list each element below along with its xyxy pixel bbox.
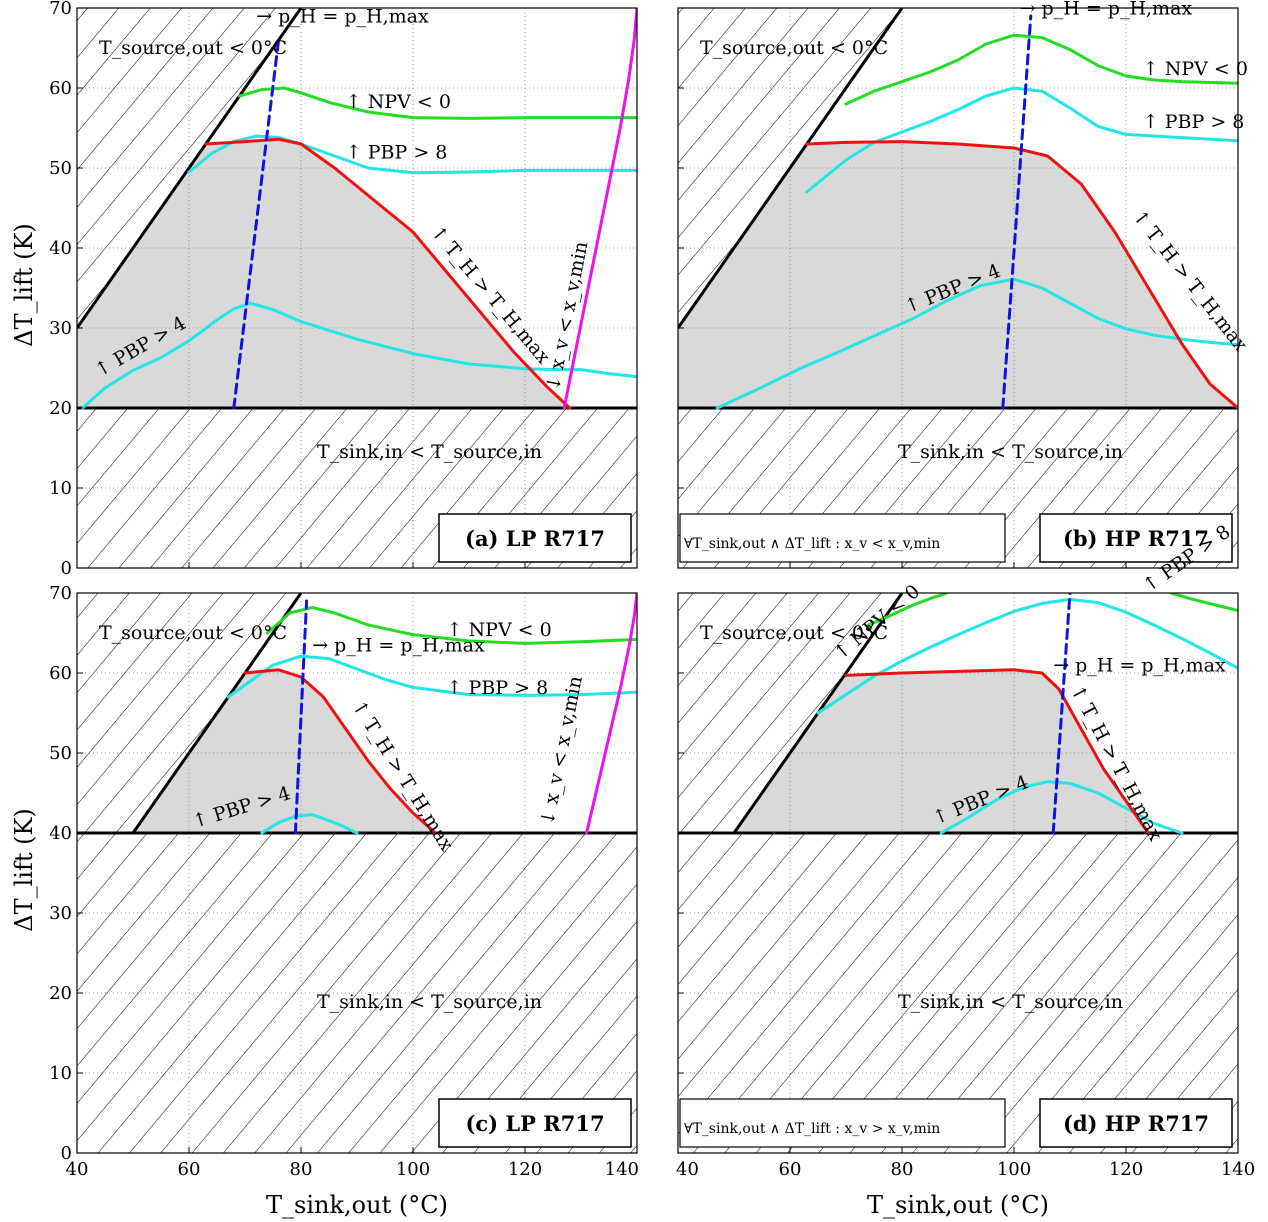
panel-title-box — [1039, 1098, 1233, 1148]
y-tick-label: 30 — [49, 903, 72, 924]
panel-b: T_source,out < 0°C T_sink,in < T_source,i… — [677, 0, 1252, 569]
series-thmax-line — [204, 137, 572, 410]
panel-title: (b) HP R717 — [1063, 526, 1209, 551]
series-xv-line — [562, 8, 637, 410]
x-tick-label: 60 — [178, 1159, 201, 1180]
plot-frame — [677, 592, 1239, 1154]
annotation-sink-in: T_sink,in < T_source,in — [898, 441, 1123, 463]
source-boundary-line — [77, 8, 303, 329]
series-pmax-line — [293, 599, 309, 835]
y-tick-label: 60 — [49, 663, 72, 684]
plot-frame — [76, 592, 638, 1154]
plot-frame — [677, 7, 1239, 569]
feasible-region — [133, 670, 436, 833]
x-tick-label: 100 — [997, 1159, 1031, 1180]
annotation-npv: ↑ NPV < 0 — [1143, 58, 1248, 80]
y-tick-label: 30 — [49, 318, 72, 339]
annotation-source-out: T_source,out < 0°C — [700, 37, 888, 59]
x-axis-title-left: T_sink,out (°C) — [266, 1191, 448, 1219]
annotation-npv: ↑ NPV < 0 — [346, 91, 451, 113]
series-pbp4-line — [939, 780, 1184, 835]
y-tick-label: 70 — [49, 0, 72, 19]
feasible-region — [734, 669, 1149, 833]
y-tick-label: 50 — [49, 743, 72, 764]
x-tick-label: 40 — [676, 1159, 699, 1180]
annotation-source-out: T_source,out < 0°C — [99, 622, 287, 644]
series-pbp8-line — [226, 654, 637, 699]
feasible-region — [77, 139, 570, 408]
note-text: ∀T_sink,out ∧ ΔT_lift : x_v > x_v,min — [684, 1121, 940, 1137]
source-boundary-line — [678, 8, 904, 329]
panel-title-box — [438, 1098, 632, 1148]
panel-title-box — [438, 513, 632, 563]
panel-title-box — [1039, 513, 1233, 563]
annotation-sink-in: T_sink,in < T_source,in — [898, 991, 1123, 1013]
panel-title: (c) LP R717 — [465, 1111, 604, 1136]
series-pmax-line — [1001, 14, 1033, 410]
annotation-source-out: T_source,out < 0°C — [700, 622, 888, 644]
annotation-pmax: → p_H = p_H,max — [256, 5, 429, 27]
x-tick-label: 140 — [605, 1159, 639, 1180]
note-box — [679, 1098, 1006, 1148]
y-tick-label: 70 — [49, 583, 72, 604]
annotation-pbp8: ↑ PBP > 8 — [447, 677, 549, 699]
y-axis-title-bottom: ΔT_lift (K) — [10, 808, 38, 932]
x-tick-label: 80 — [891, 1159, 914, 1180]
annotation-pbp8: ↑ PBP > 8 — [1143, 111, 1245, 133]
series-npv2-line — [1169, 593, 1238, 613]
annotation-pbp8: ↑ PBP > 8 — [346, 141, 448, 163]
y-tick-label: 0 — [61, 1143, 72, 1164]
y-tick-label: 10 — [49, 478, 72, 499]
plot-frame — [76, 7, 638, 569]
y-tick-label: 0 — [61, 558, 72, 579]
panel-title: (a) LP R717 — [465, 526, 605, 551]
panel-title: (d) HP R717 — [1063, 1111, 1209, 1136]
annotation-pmax: → p_H = p_H,max — [312, 634, 485, 656]
series-pbp8-line — [816, 597, 1238, 715]
annotation-source-out: T_source,out < 0°C — [99, 37, 287, 59]
series-thmax-line — [844, 668, 1150, 835]
series-npv-line — [866, 593, 949, 627]
series-pbp4-line — [715, 277, 1238, 410]
y-tick-label: 20 — [49, 398, 72, 419]
annotation-sink-in: T_sink,in < T_source,in — [317, 991, 542, 1013]
y-tick-label: 10 — [49, 1063, 72, 1084]
panel-d: 40 60 80 100 120 140 T_source,out < 0°C T_sink,… — [676, 521, 1255, 1180]
annotation-pmax: → p_H = p_H,max — [1053, 654, 1226, 676]
x-tick-label: 40 — [66, 1159, 89, 1180]
y-tick-label: 50 — [49, 158, 72, 179]
x-axis-title-right: T_sink,out (°C) — [867, 1191, 1049, 1219]
series-npv-line — [265, 605, 637, 645]
series-pbp4-line — [260, 813, 359, 835]
series-pmax-line — [1051, 593, 1072, 835]
source-boundary-line — [131, 593, 303, 834]
series-thmax-line — [805, 140, 1238, 410]
series-npv-line — [237, 86, 637, 120]
panel-c: 40 60 80 100 120 140 0 10 20 30 40 50 60 70 T_source,o… — [49, 583, 639, 1180]
annotation-sink-in: T_sink,in < T_source,in — [317, 441, 542, 463]
x-tick-label: 80 — [290, 1159, 313, 1180]
note-text: ∀T_sink,out ∧ ΔT_lift : x_v < x_v,min — [684, 536, 940, 552]
series-pbp4-line — [81, 301, 637, 410]
y-axis-title-top: ΔT_lift (K) — [10, 223, 38, 347]
y-tick-label: 60 — [49, 78, 72, 99]
series-pmax-line — [232, 38, 281, 410]
note-box — [679, 513, 1006, 563]
y-tick-label: 40 — [49, 823, 72, 844]
series-xv-line — [585, 593, 637, 835]
x-tick-label: 120 — [1109, 1159, 1143, 1180]
panel-a: 0 10 20 30 40 50 60 70 T_source,out < 0°C T_sink,… — [49, 0, 638, 579]
x-tick-label: 100 — [396, 1159, 430, 1180]
y-tick-label: 40 — [49, 238, 72, 259]
series-thmax-line — [243, 668, 437, 835]
x-tick-label: 60 — [779, 1159, 802, 1180]
x-tick-label: 120 — [508, 1159, 542, 1180]
annotation-npv: ↑ NPV < 0 — [447, 619, 552, 641]
x-tick-label: 140 — [1221, 1159, 1255, 1180]
annotation-pmax: → p_H = p_H,max — [1020, 0, 1193, 19]
y-tick-label: 20 — [49, 983, 72, 1004]
series-npv-line — [844, 33, 1238, 106]
